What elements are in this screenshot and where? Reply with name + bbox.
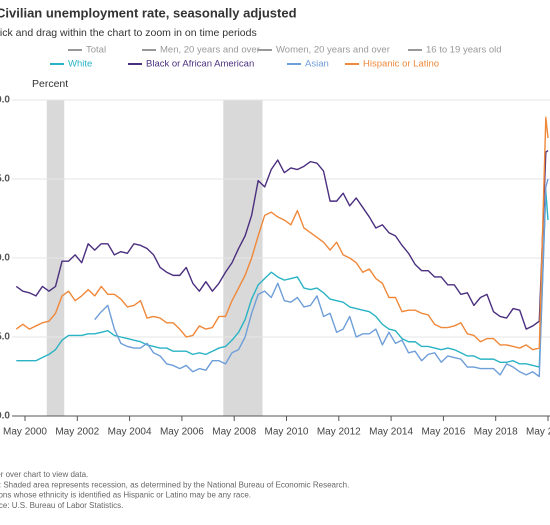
x-tick-label: May 2020 (526, 427, 550, 438)
footnote: Note: Shaded area represents recession, … (0, 480, 349, 489)
footnote: Hover over chart to view data. (0, 470, 88, 479)
y-tick-label: 10.0 (0, 253, 10, 264)
legend-label[interactable]: Men, 20 years and over (160, 45, 260, 56)
y-tick-label: 5.0 (0, 332, 10, 343)
x-tick-label: May 2014 (369, 427, 413, 438)
legend-label[interactable]: Hispanic or Latino (363, 59, 439, 70)
x-tick-label: May 2018 (474, 427, 518, 438)
legend-label[interactable]: Women, 20 years and over (276, 45, 390, 56)
y-tick-label: 15.0 (0, 174, 10, 185)
x-tick-label: May 2008 (212, 427, 256, 438)
y-tick-label: 20.0 (0, 95, 10, 106)
chart-title: Civilian unemployment rate, seasonally a… (0, 5, 297, 20)
footnote: Persons whose ethnicity is identified as… (0, 491, 251, 500)
x-tick-label: May 2010 (265, 427, 309, 438)
chart-subtitle: Click and drag within the chart to zoom … (0, 27, 257, 39)
x-tick-label: May 2004 (108, 427, 152, 438)
legend-label[interactable]: 16 to 19 years old (426, 45, 502, 56)
y-tick-label: 0.0 (0, 411, 10, 422)
legend-label[interactable]: Total (86, 45, 106, 56)
x-tick-label: May 2012 (317, 427, 361, 438)
legend-label[interactable]: White (68, 59, 92, 70)
y-axis-label: Percent (32, 78, 68, 90)
x-tick-label: May 2016 (421, 427, 465, 438)
legend-label[interactable]: Asian (305, 59, 329, 70)
x-tick-label: May 2002 (55, 427, 99, 438)
legend-label[interactable]: Black or African American (146, 59, 254, 70)
x-tick-label: May 2000 (3, 427, 47, 438)
series-line (15, 149, 549, 330)
series-line (16, 190, 549, 368)
footnote: Source: U.S. Bureau of Labor Statistics. (0, 501, 123, 510)
series-line (94, 178, 549, 378)
series-line (15, 116, 549, 351)
x-tick-label: May 2006 (160, 427, 204, 438)
